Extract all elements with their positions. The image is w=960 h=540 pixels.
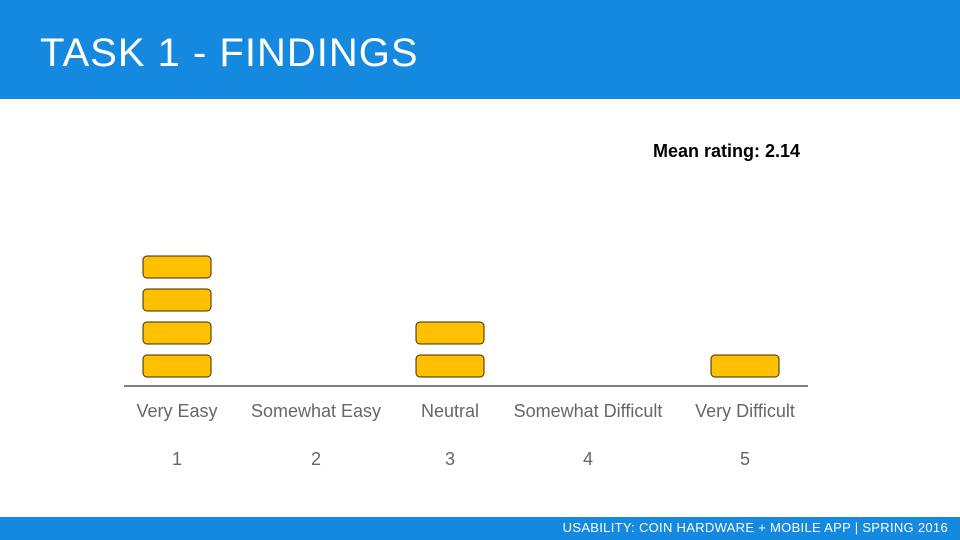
response-block (142, 288, 212, 312)
rating-number-label: 5 (740, 449, 750, 469)
category-label: Neutral (421, 401, 479, 421)
response-block (415, 354, 485, 378)
category-label: Very Difficult (695, 401, 795, 421)
category-label: Very Easy (136, 401, 217, 421)
rating-number-label: 1 (172, 449, 182, 469)
response-block (415, 321, 485, 345)
slide-title: TASK 1 - FINDINGS (40, 31, 419, 75)
slide-header: TASK 1 - FINDINGS (0, 0, 960, 99)
slide-footer: USABILITY: COIN HARDWARE + MOBILE APP | … (0, 517, 960, 540)
footer-text: USABILITY: COIN HARDWARE + MOBILE APP | … (562, 520, 948, 535)
response-block (142, 321, 212, 345)
rating-number-label: 4 (583, 449, 593, 469)
mean-rating: Mean rating: 2.14 (652, 141, 800, 161)
response-block (142, 354, 212, 378)
rating-number-label: 2 (311, 449, 321, 469)
rating-number-label: 3 (445, 449, 455, 469)
response-block (710, 354, 780, 378)
category-label: Somewhat Difficult (514, 401, 663, 421)
category-label: Somewhat Easy (251, 401, 381, 421)
response-block (142, 255, 212, 279)
